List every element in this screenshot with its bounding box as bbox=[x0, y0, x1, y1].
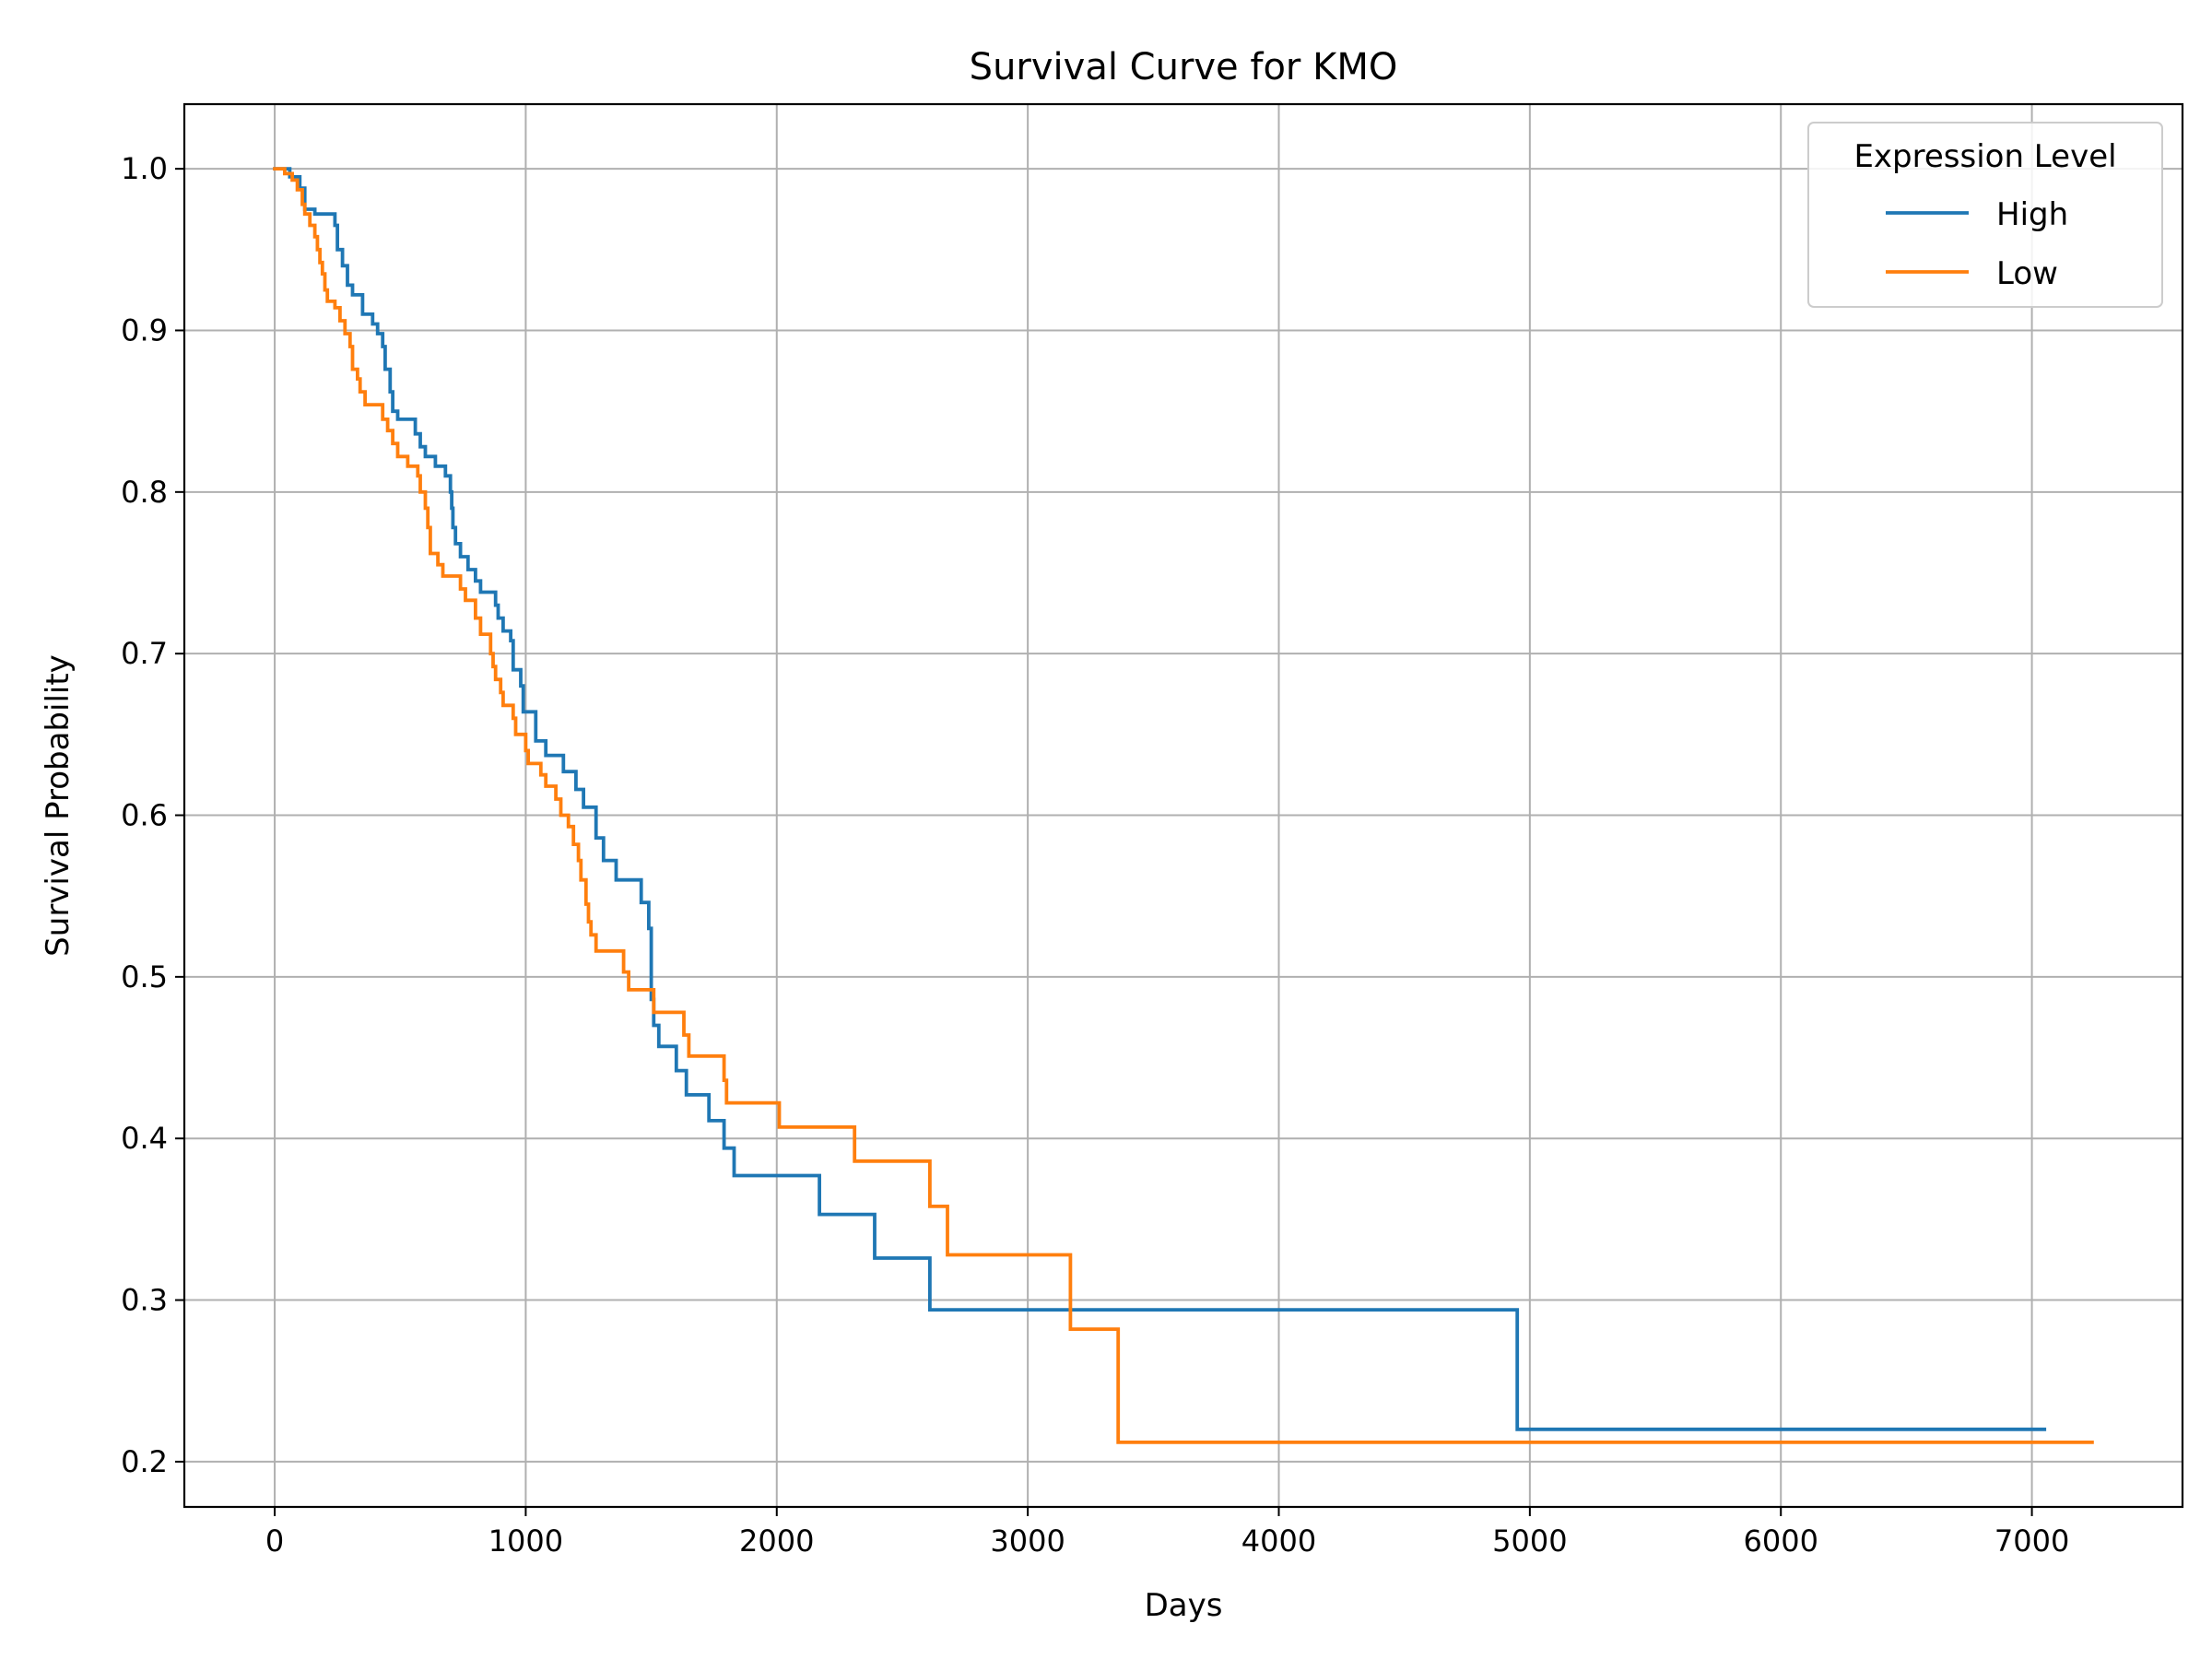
x-tick-label: 7000 bbox=[1994, 1524, 2069, 1559]
series-group bbox=[273, 167, 2094, 1444]
x-tick-label: 3000 bbox=[990, 1524, 1065, 1559]
y-tick-label: 0.5 bbox=[121, 959, 168, 994]
chart-title: Survival Curve for KMO bbox=[970, 46, 1398, 88]
y-tick-label: 0.8 bbox=[121, 475, 168, 510]
x-tick-label: 2000 bbox=[739, 1524, 814, 1559]
survival-line-low bbox=[273, 167, 2094, 1444]
y-tick-label: 0.3 bbox=[121, 1283, 168, 1318]
grid-lines bbox=[184, 104, 2183, 1507]
legend-label-high: High bbox=[1996, 196, 2068, 233]
y-tick-label: 0.2 bbox=[121, 1444, 168, 1479]
y-tick-label: 1.0 bbox=[121, 151, 168, 186]
x-tick-label: 4000 bbox=[1241, 1524, 1316, 1559]
legend-title: Expression Level bbox=[1853, 138, 2116, 175]
x-tick-label: 6000 bbox=[1744, 1524, 1818, 1559]
y-tick-label: 0.9 bbox=[121, 312, 168, 347]
x-tick-label: 5000 bbox=[1492, 1524, 1567, 1559]
y-tick-label: 0.7 bbox=[121, 636, 168, 671]
y-tick-label: 0.6 bbox=[121, 798, 168, 833]
x-tick-label: 1000 bbox=[488, 1524, 563, 1559]
y-axis-ticks: 0.2 0.3 0.4 0.5 0.6 0.7 0.8 0.9 1.0 bbox=[121, 151, 184, 1479]
legend: Expression Level High Low bbox=[1807, 122, 2163, 308]
plot-frame bbox=[182, 102, 2184, 1509]
legend-box bbox=[1807, 122, 2163, 308]
survival-line-high bbox=[273, 167, 2047, 1431]
x-axis-label: Days bbox=[1145, 1587, 1223, 1624]
y-tick-label: 0.4 bbox=[121, 1121, 168, 1156]
legend-label-low: Low bbox=[1996, 255, 2058, 292]
x-tick-label: 0 bbox=[265, 1524, 284, 1559]
y-axis-label: Survival Probability bbox=[40, 654, 76, 957]
x-axis-ticks: 0 1000 2000 3000 4000 5000 6000 7000 bbox=[265, 1507, 2069, 1559]
